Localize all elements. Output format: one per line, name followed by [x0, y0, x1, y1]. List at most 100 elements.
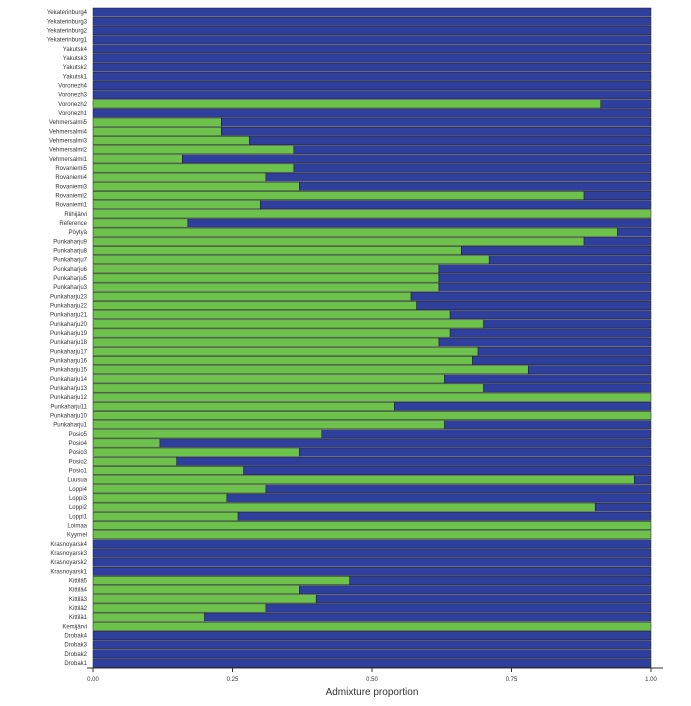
bar-blue-40 [444, 374, 652, 384]
category-label: Punkaharju16 [50, 359, 88, 365]
category-label: Voronezh3 [58, 93, 87, 99]
category-labels: Yekaterinburg4 Yekaterinburg3 Yekaterinbur… [47, 10, 88, 667]
bar-green-27 [92, 255, 490, 265]
bar-blue-23 [187, 218, 652, 228]
bar-blue-60 [92, 557, 652, 567]
bar-blue-24 [617, 227, 652, 237]
bar-green-40 [92, 374, 445, 384]
category-label: Drobak3 [64, 643, 87, 649]
bar-green-17 [92, 163, 295, 173]
bar-blue-32 [416, 301, 652, 310]
bar-blue-54 [594, 502, 652, 512]
bar-blue-63 [299, 585, 652, 595]
bar-blue-37 [477, 346, 652, 356]
category-label: Vehmersalmi2 [49, 148, 88, 154]
bar-blue-19 [299, 181, 652, 191]
category-label: Punkaharju15 [50, 368, 88, 374]
bar-green-28 [92, 264, 440, 274]
bar-green-49 [92, 456, 177, 466]
bar-green-37 [92, 346, 479, 356]
bar-blue-4 [92, 44, 652, 54]
bar-blue-52 [265, 484, 652, 494]
bar-blue-53 [226, 493, 652, 503]
category-label: Rovaniemi1 [55, 203, 87, 209]
bar-blue-9 [92, 90, 652, 100]
bar-blue-68 [92, 631, 652, 640]
bar-green-13 [92, 126, 222, 136]
bar-blue-34 [483, 319, 652, 329]
bar-green-25 [92, 236, 585, 246]
bar-blue-2 [92, 26, 652, 35]
bar-green-63 [92, 585, 300, 595]
bar-blue-6 [92, 62, 652, 72]
bar-green-46 [92, 429, 323, 439]
category-label: Krasnoyarsk3 [50, 551, 87, 557]
category-label: Loppi2 [69, 505, 88, 511]
bar-blue-30 [438, 282, 652, 292]
bar-blue-12 [221, 117, 652, 127]
category-label: Rovaniemi2 [55, 194, 87, 200]
bar-blue-14 [248, 136, 652, 145]
category-label: Krasnoyarsk4 [50, 542, 87, 548]
bar-blue-25 [583, 236, 652, 246]
category-label: Yakutsk2 [63, 65, 88, 71]
bar-blue-48 [299, 447, 652, 457]
bar-blue-62 [349, 576, 652, 585]
bar-green-14 [92, 136, 250, 145]
bar-green-29 [92, 273, 440, 283]
bar-blue-35 [449, 328, 652, 338]
bar-blue-11 [92, 108, 652, 118]
category-label: Punkaharju18 [50, 340, 88, 346]
bar-green-34 [92, 319, 484, 329]
bar-blue-38 [472, 356, 652, 365]
category-label: Kittilä4 [69, 588, 88, 594]
bar-blue-3 [92, 35, 652, 45]
bar-green-67 [92, 621, 652, 631]
bar-blue-27 [488, 255, 652, 265]
bar-green-12 [92, 117, 222, 127]
x-tick-label: 0.50 [366, 677, 378, 683]
bar-blue-43 [394, 401, 652, 411]
category-label: Yekaterinburg2 [47, 29, 88, 35]
bar-green-39 [92, 365, 529, 375]
category-label: Punkaharju1 [53, 423, 87, 429]
bar-green-24 [92, 227, 618, 237]
bar-green-64 [92, 594, 317, 604]
category-label: Punkaharju20 [50, 322, 88, 328]
category-label: Loppi1 [69, 514, 88, 520]
category-label: Luusua [67, 478, 87, 484]
bar-blue-18 [265, 172, 652, 182]
category-label: Yekaterinburg1 [47, 38, 88, 44]
bar-blue-1 [92, 16, 652, 26]
category-label: Posio3 [69, 450, 88, 456]
bar-green-51 [92, 475, 635, 485]
bar-blue-8 [92, 81, 652, 90]
bar-green-53 [92, 493, 228, 503]
bar-blue-55 [237, 511, 652, 521]
bar-blue-16 [182, 154, 652, 164]
category-label: Punkaharju17 [50, 349, 88, 355]
category-label: Vehmersalmi3 [49, 139, 88, 145]
category-label: Drobak1 [64, 661, 87, 667]
category-label: Punkaharju9 [53, 239, 87, 245]
category-label: Yekaterinburg3 [47, 19, 88, 25]
category-label: Punkaharju21 [50, 313, 88, 319]
category-label: Punkaharju11 [50, 404, 87, 410]
bar-green-41 [92, 383, 484, 393]
category-label: Yekaterinburg4 [47, 10, 88, 16]
bar-green-66 [92, 612, 205, 622]
bar-green-48 [92, 447, 300, 457]
bar-green-57 [92, 530, 652, 540]
x-axis-label: Admixture proportion [326, 687, 419, 698]
bar-green-42 [92, 392, 652, 402]
bar-green-55 [92, 511, 239, 521]
bar-blue-15 [293, 145, 652, 155]
bar-blue-17 [293, 163, 652, 173]
category-label: Vehmersalmi4 [49, 129, 88, 135]
category-label: Posio4 [69, 441, 88, 447]
bar-blue-58 [92, 539, 652, 549]
category-label: Yakutsk4 [63, 47, 88, 53]
bar-blue-26 [461, 246, 652, 255]
category-label: Kittilä5 [69, 579, 88, 585]
x-tick-label: 0.00 [87, 677, 99, 683]
